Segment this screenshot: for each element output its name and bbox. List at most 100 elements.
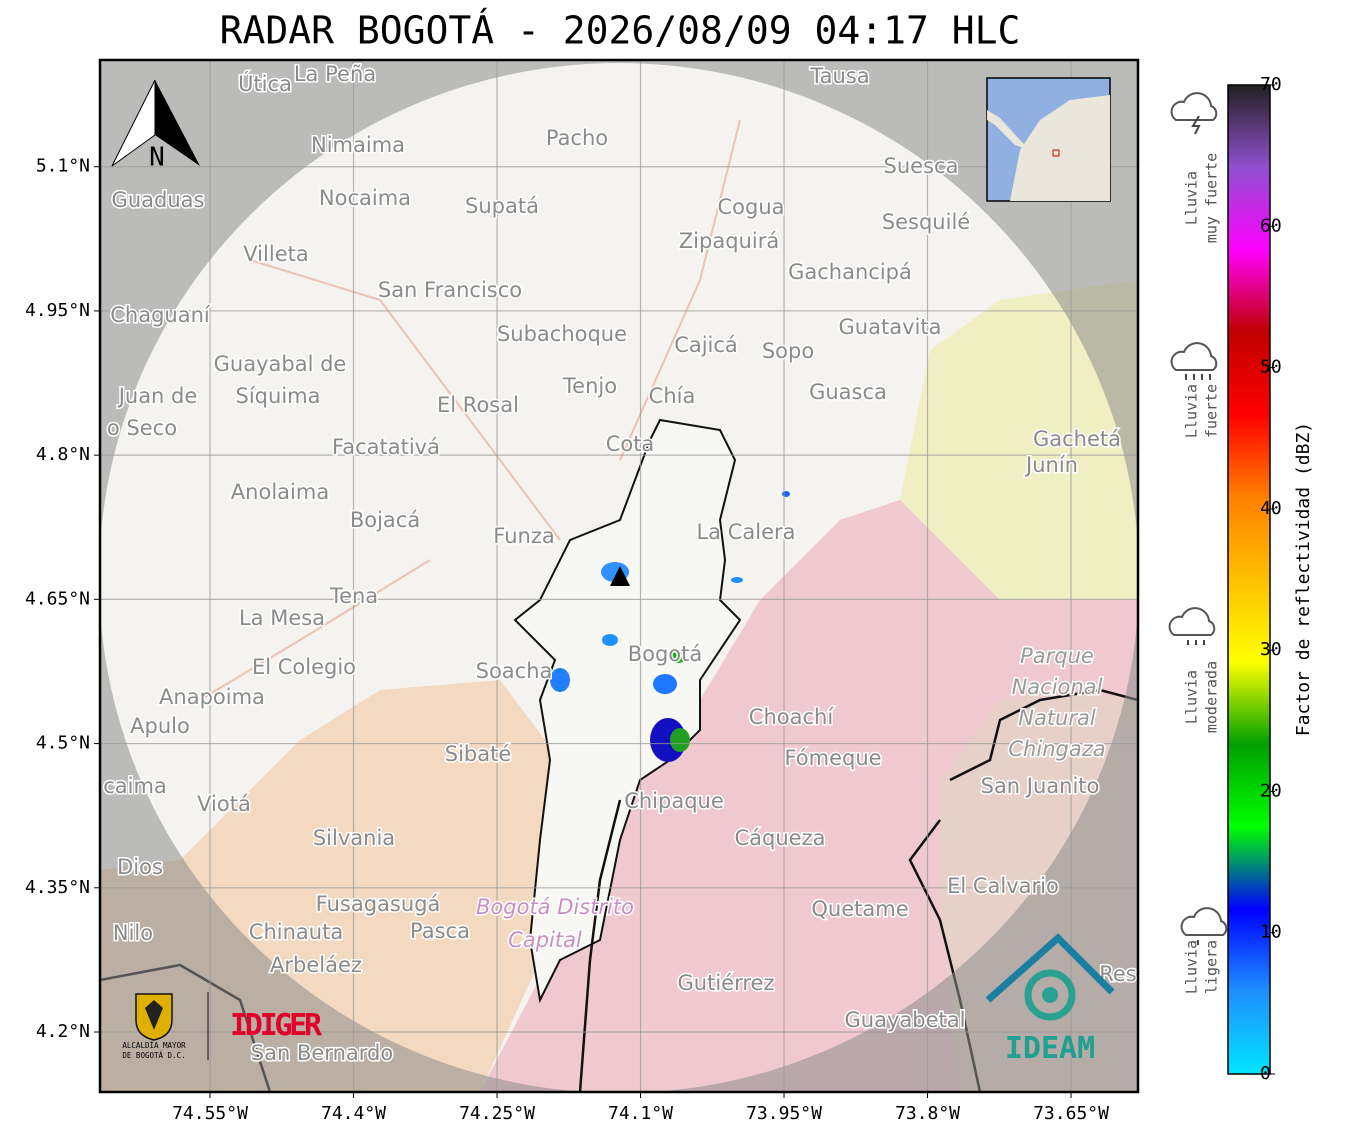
y-tick-label: 4.95°N	[25, 300, 90, 321]
place-label: Pacho	[546, 126, 608, 150]
radar-site	[610, 566, 630, 586]
place-label: El Rosal	[437, 393, 519, 417]
place-label: Subachoque	[497, 322, 627, 346]
place-label: Res	[1099, 962, 1137, 986]
place-label: Apulo	[130, 714, 190, 738]
y-tick-label: 4.65°N	[25, 588, 90, 609]
place-label: Gachancipá	[788, 260, 912, 284]
place-label: El Colegio	[252, 655, 356, 679]
place-label: Nacional	[1012, 675, 1103, 699]
place-label: Arbeláez	[270, 953, 362, 977]
rain-level-label: moderada	[1203, 661, 1221, 733]
place-label: San Juanito	[981, 774, 1100, 798]
place-label: Funza	[493, 524, 554, 548]
colorbar-tick-label: 40	[1260, 498, 1282, 519]
place-label: La Calera	[696, 520, 795, 544]
logo-alcaldia: ALCALDÍA MAYOR DE BOGOTÁ D.C. IDIGER	[122, 992, 323, 1060]
place-label: o Seco	[107, 416, 177, 440]
x-tick-label: 73.95°W	[746, 1103, 822, 1124]
place-label: Supatá	[465, 194, 539, 218]
place-label: Quetame	[811, 897, 908, 921]
place-label: Choachí	[749, 705, 835, 729]
place-label: Nilo	[113, 921, 153, 945]
rain-level-label: muy fuerte	[1203, 153, 1221, 243]
place-label: Cáqueza	[735, 826, 826, 850]
place-label: Tenjo	[562, 374, 617, 398]
place-label: Junín	[1024, 453, 1078, 477]
colorbar-label: Factor de reflectividad (dBZ)	[1293, 422, 1314, 736]
rain-level-label: Lluvia	[1183, 940, 1201, 994]
colorbar-tick-label: 50	[1260, 357, 1282, 378]
place-label: caima	[103, 774, 167, 798]
y-tick-label: 4.2°N	[36, 1021, 90, 1042]
place-label: Sibaté	[445, 742, 512, 766]
colorbar-tick-label: 10	[1260, 922, 1282, 943]
y-tick-label: 4.35°N	[25, 877, 90, 898]
place-label: Parque	[1020, 644, 1094, 668]
rain-level-label: Lluvia	[1183, 670, 1201, 724]
x-tick-label: 74.55°W	[172, 1103, 248, 1124]
place-label: Síquima	[236, 384, 321, 408]
place-label: Útica	[238, 71, 292, 96]
inset-map	[986, 77, 1111, 202]
place-label: Guasca	[809, 380, 887, 404]
place-label: Guayabal de	[214, 352, 347, 376]
place-label: Pasca	[410, 919, 470, 943]
place-label: Tausa	[809, 64, 869, 88]
place-label: San Francisco	[378, 278, 522, 302]
rain-level-label: fuerte	[1203, 384, 1221, 438]
place-label: Zipaquirá	[679, 229, 779, 253]
rain-icons	[1168, 92, 1228, 945]
place-label: Cajicá	[674, 333, 738, 357]
colorbar-ramp	[1227, 84, 1271, 1075]
place-label: Fómeque	[784, 746, 881, 770]
place-label: Cogua	[717, 195, 784, 219]
place-label: Nimaima	[311, 133, 405, 157]
place-label: San Bernardo	[251, 1041, 393, 1065]
x-tick-label: 73.65°W	[1033, 1103, 1109, 1124]
place-label: Guatavita	[839, 315, 942, 339]
rain-level-label: Lluvia	[1183, 384, 1201, 438]
rain-level-label: ligera	[1203, 940, 1221, 994]
rain-level-label: Lluvia	[1183, 171, 1201, 225]
place-label: Chipaque	[624, 789, 724, 813]
place-label: Silvania	[313, 826, 395, 850]
radar-echoes	[550, 491, 790, 762]
y-tick-label: 4.5°N	[36, 733, 90, 754]
alcaldia-line: DE BOGOTÁ D.C.	[122, 1051, 185, 1060]
y-tick-label: 4.8°N	[36, 444, 90, 465]
place-label: Natural	[1018, 706, 1096, 730]
place-label: La Mesa	[239, 606, 325, 630]
place-label: Anolaima	[231, 480, 329, 504]
place-label: Viotá	[197, 792, 251, 816]
place-label: Tena	[329, 584, 378, 608]
place-label: Juan de	[117, 384, 198, 408]
place-label: Villeta	[243, 242, 308, 266]
place-label: La Peña	[294, 62, 376, 86]
x-tick-label: 73.8°W	[895, 1103, 960, 1124]
place-label: Sopo	[762, 339, 814, 363]
place-label: El Calvario	[947, 874, 1059, 898]
place-label: Capital	[508, 928, 582, 952]
place-label: Guayabetal	[845, 1008, 966, 1032]
place-label: Dios	[117, 855, 163, 879]
x-tick-label: 74.25°W	[459, 1103, 535, 1124]
colorbar-tick-label: 20	[1260, 780, 1282, 801]
colorbar: Factor de reflectividad (dBZ) 0 10 20 30 40 5…	[1227, 74, 1314, 1084]
y-tick-label: 5.1°N	[36, 156, 90, 177]
north-arrow: N	[111, 79, 200, 173]
place-label: Chinauta	[249, 920, 343, 944]
colorbar-tick-label: 70	[1260, 74, 1282, 95]
map-frame	[98, 58, 1140, 1094]
place-label: Bojacá	[350, 508, 420, 532]
idiger-logo: IDIGER	[230, 1008, 323, 1043]
place-label: Gachetá	[1033, 427, 1121, 451]
place-label: Facatativá	[332, 435, 440, 459]
place-label: Cota	[606, 432, 655, 456]
x-tick-label: 74.4°W	[321, 1103, 386, 1124]
place-label: Sesquilé	[882, 210, 970, 234]
x-tick-label: 74.1°W	[608, 1103, 673, 1124]
basemap: Útica La Peña Tausa Pacho Nimaima Guaduas Noca…	[100, 60, 1138, 1092]
place-label: Suesca	[884, 154, 959, 178]
place-label: Chingaza	[1008, 737, 1105, 761]
